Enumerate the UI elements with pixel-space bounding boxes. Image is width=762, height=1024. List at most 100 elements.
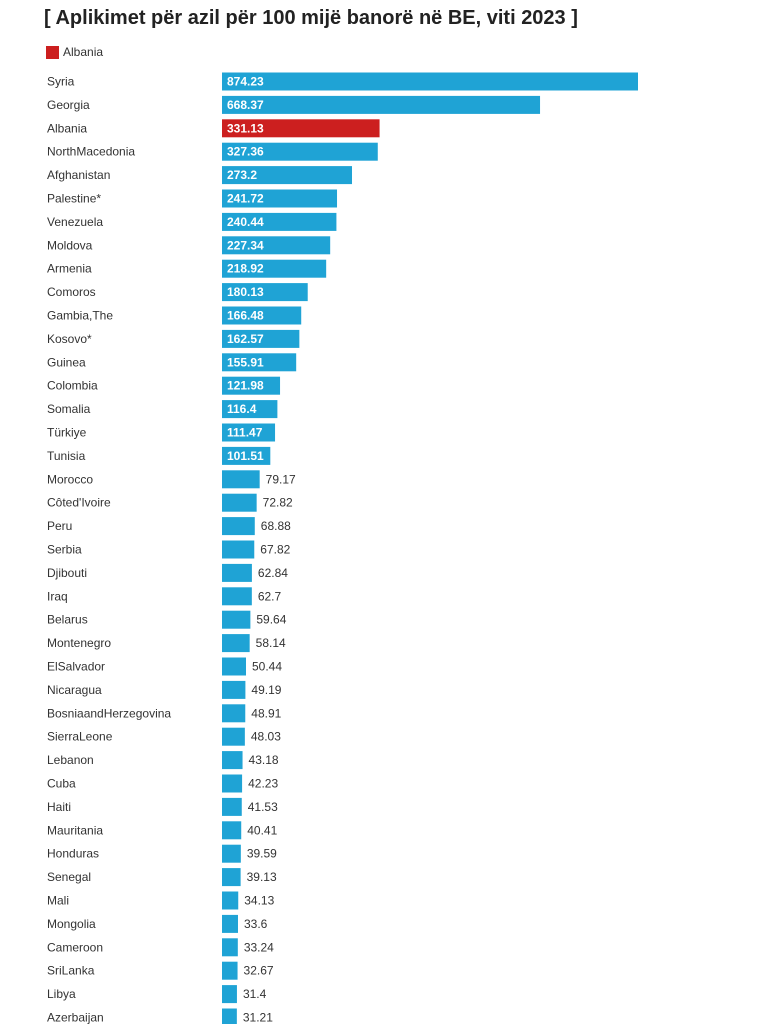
category-label-afghanistan: Afghanistan [47,168,110,182]
bar-t-rkiye [222,423,276,442]
bar-serbia [222,540,255,559]
bar-colombia [222,376,281,395]
value-label-elsalvador: 50.44 [252,660,282,674]
category-label-kosovo: Kosovo* [47,332,92,346]
bar-peru [222,517,255,536]
category-label-belarus: Belarus [47,613,88,627]
bar-senegal [222,868,241,887]
value-label-northmacedonia: 327.36 [227,145,264,159]
value-label-iraq: 62.7 [258,589,282,603]
bar-nicaragua [222,680,246,699]
value-label-honduras: 39.59 [247,847,277,861]
category-label-tunisia: Tunisia [47,449,86,463]
value-label-djibouti: 62.84 [258,566,288,580]
category-label-nicaragua: Nicaragua [47,683,102,697]
bar-moldova [222,236,331,255]
bar-azerbaijan [222,1008,237,1024]
category-label-gambia-the: Gambia,The [47,309,113,323]
value-label-cameroon: 33.24 [244,940,274,954]
bar-iraq [222,587,252,606]
value-label-somalia: 116.4 [227,402,257,416]
category-label-t-rkiye: Türkiye [47,426,87,440]
category-label-syria: Syria [47,75,75,89]
category-label-djibouti: Djibouti [47,566,87,580]
category-label-venezuela: Venezuela [47,215,103,229]
value-label-t-rkiye: 111.47 [227,426,263,440]
category-label-lebanon: Lebanon [47,753,94,767]
value-label-moldova: 227.34 [227,238,264,252]
value-label-belarus: 59.64 [256,613,286,627]
category-label-sierraleone: SierraLeone [47,730,113,744]
bar-armenia [222,259,327,278]
value-label-montenegro: 58.14 [256,636,286,650]
value-label-azerbaijan: 31.21 [243,1011,273,1024]
category-label-serbia: Serbia [47,543,82,557]
bar-lebanon [222,751,243,770]
category-label-albania: Albania [47,121,87,135]
category-label-libya: Libya [47,987,76,1001]
bar-c-ted-ivoire [222,493,257,512]
value-label-mali: 34.13 [244,894,274,908]
value-label-colombia: 121.98 [227,379,264,393]
category-label-azerbaijan: Azerbaijan [47,1011,104,1024]
bar-cameroon [222,938,238,957]
value-label-armenia: 218.92 [227,262,264,276]
bar-srilanka [222,961,238,980]
category-label-moldova: Moldova [47,238,93,252]
value-label-nicaragua: 49.19 [251,683,281,697]
bar-haiti [222,797,242,816]
bar-mali [222,891,239,910]
value-label-mongolia: 33.6 [244,917,268,931]
bar-somalia [222,400,278,419]
value-label-haiti: 41.53 [248,800,278,814]
category-label-bosniaandherzegovina: BosniaandHerzegovina [47,706,171,720]
bar-afghanistan [222,166,353,185]
bar-venezuela [222,212,337,231]
value-label-tunisia: 101.51 [227,449,264,463]
category-label-iraq: Iraq [47,589,68,603]
category-label-peru: Peru [47,519,72,533]
category-label-elsalvador: ElSalvador [47,660,105,674]
category-label-mali: Mali [47,894,69,908]
value-label-libya: 31.4 [243,987,267,1001]
legend: Albania [46,44,103,60]
chart-title: [ Aplikimet për azil për 100 mijë banorë… [44,7,578,29]
category-label-somalia: Somalia [47,402,91,416]
value-label-senegal: 39.13 [247,870,277,884]
bar-sierraleone [222,727,245,746]
bar-honduras [222,844,241,863]
bar-guinea [222,353,297,372]
legend-swatch [46,45,59,59]
category-label-guinea: Guinea [47,355,86,369]
category-label-haiti: Haiti [47,800,71,814]
category-label-montenegro: Montenegro [47,636,111,650]
bar-northmacedonia [222,142,378,161]
category-label-cuba: Cuba [47,777,76,791]
category-label-colombia: Colombia [47,379,98,393]
bar-djibouti [222,563,252,582]
category-label-cameroon: Cameroon [47,940,103,954]
category-label-palestine: Palestine* [47,192,101,206]
value-label-guinea: 155.91 [227,355,264,369]
bar-belarus [222,610,251,629]
category-label-c-ted-ivoire: Côted'Ivoire [47,496,111,510]
category-label-georgia: Georgia [47,98,90,112]
value-label-peru: 68.88 [261,519,291,533]
value-label-serbia: 67.82 [260,543,290,557]
bar-montenegro [222,634,250,653]
value-label-sierraleone: 48.03 [251,730,281,744]
bar-elsalvador [222,657,247,676]
value-label-lebanon: 43.18 [249,753,279,767]
value-label-mauritania: 40.41 [247,823,277,837]
value-label-c-ted-ivoire: 72.82 [263,496,293,510]
category-label-northmacedonia: NorthMacedonia [47,145,135,159]
value-label-venezuela: 240.44 [227,215,264,229]
value-label-georgia: 668.37 [227,98,264,112]
category-label-senegal: Senegal [47,870,91,884]
category-label-honduras: Honduras [47,847,99,861]
legend-label: Albania [63,45,104,59]
bar-cuba [222,774,243,793]
value-label-comoros: 180.13 [227,285,264,299]
bar-georgia [222,95,541,114]
value-label-syria: 874.23 [227,75,264,89]
